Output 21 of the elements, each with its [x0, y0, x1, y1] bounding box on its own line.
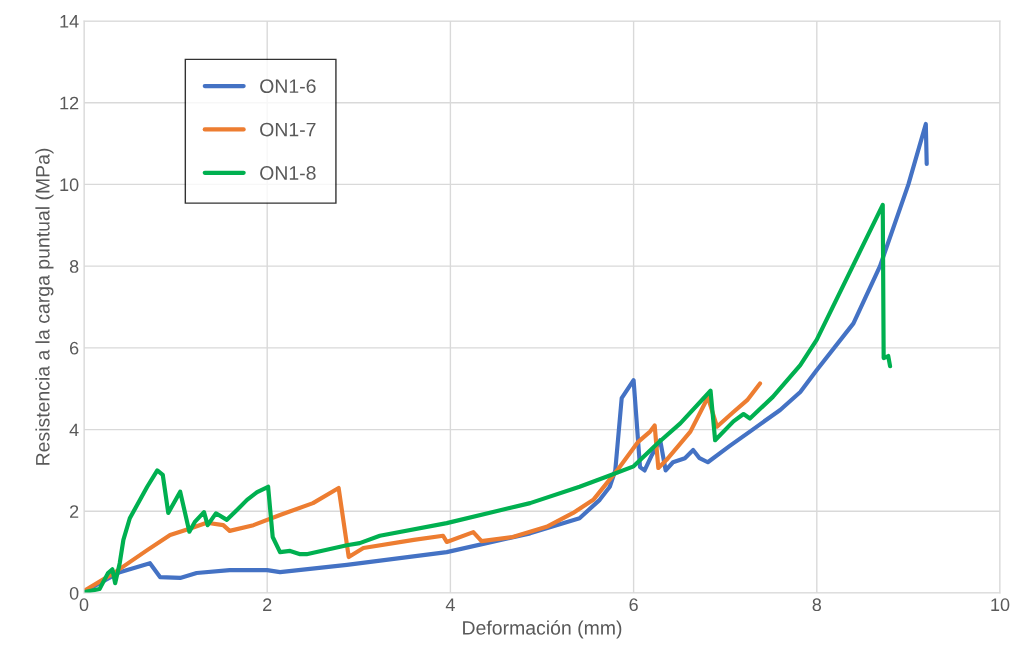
legend-label: ON1-6	[260, 79, 316, 94]
line-series	[84, 202, 893, 593]
y-tick-label: 12	[60, 96, 79, 110]
legend-label: ON1-8	[260, 166, 316, 180]
y-axis-title: Resistencia a la carga puntual (MPa)	[35, 148, 54, 465]
x-tick-label: 8	[812, 598, 822, 612]
x-axis-title: Deformación (mm)	[463, 620, 622, 639]
y-tick-label: 4	[69, 423, 79, 437]
x-tick-label: 6	[629, 598, 638, 612]
y-tick-label: 6	[70, 341, 79, 355]
y-tick-label: 2	[70, 505, 79, 518]
x-tick-label: 0	[79, 598, 89, 612]
y-tick-label: 14	[60, 15, 79, 28]
y-tick-label: 8	[69, 260, 79, 273]
y-tick-label: 10	[60, 178, 79, 192]
x-tick-label: 10	[991, 598, 1010, 612]
x-tick-label: 4	[445, 598, 455, 611]
legend-label: ON1-7	[260, 122, 316, 137]
line-series	[84, 381, 763, 593]
x-tick-label: 2	[263, 598, 272, 611]
y-tick-label: 0	[69, 586, 79, 600]
